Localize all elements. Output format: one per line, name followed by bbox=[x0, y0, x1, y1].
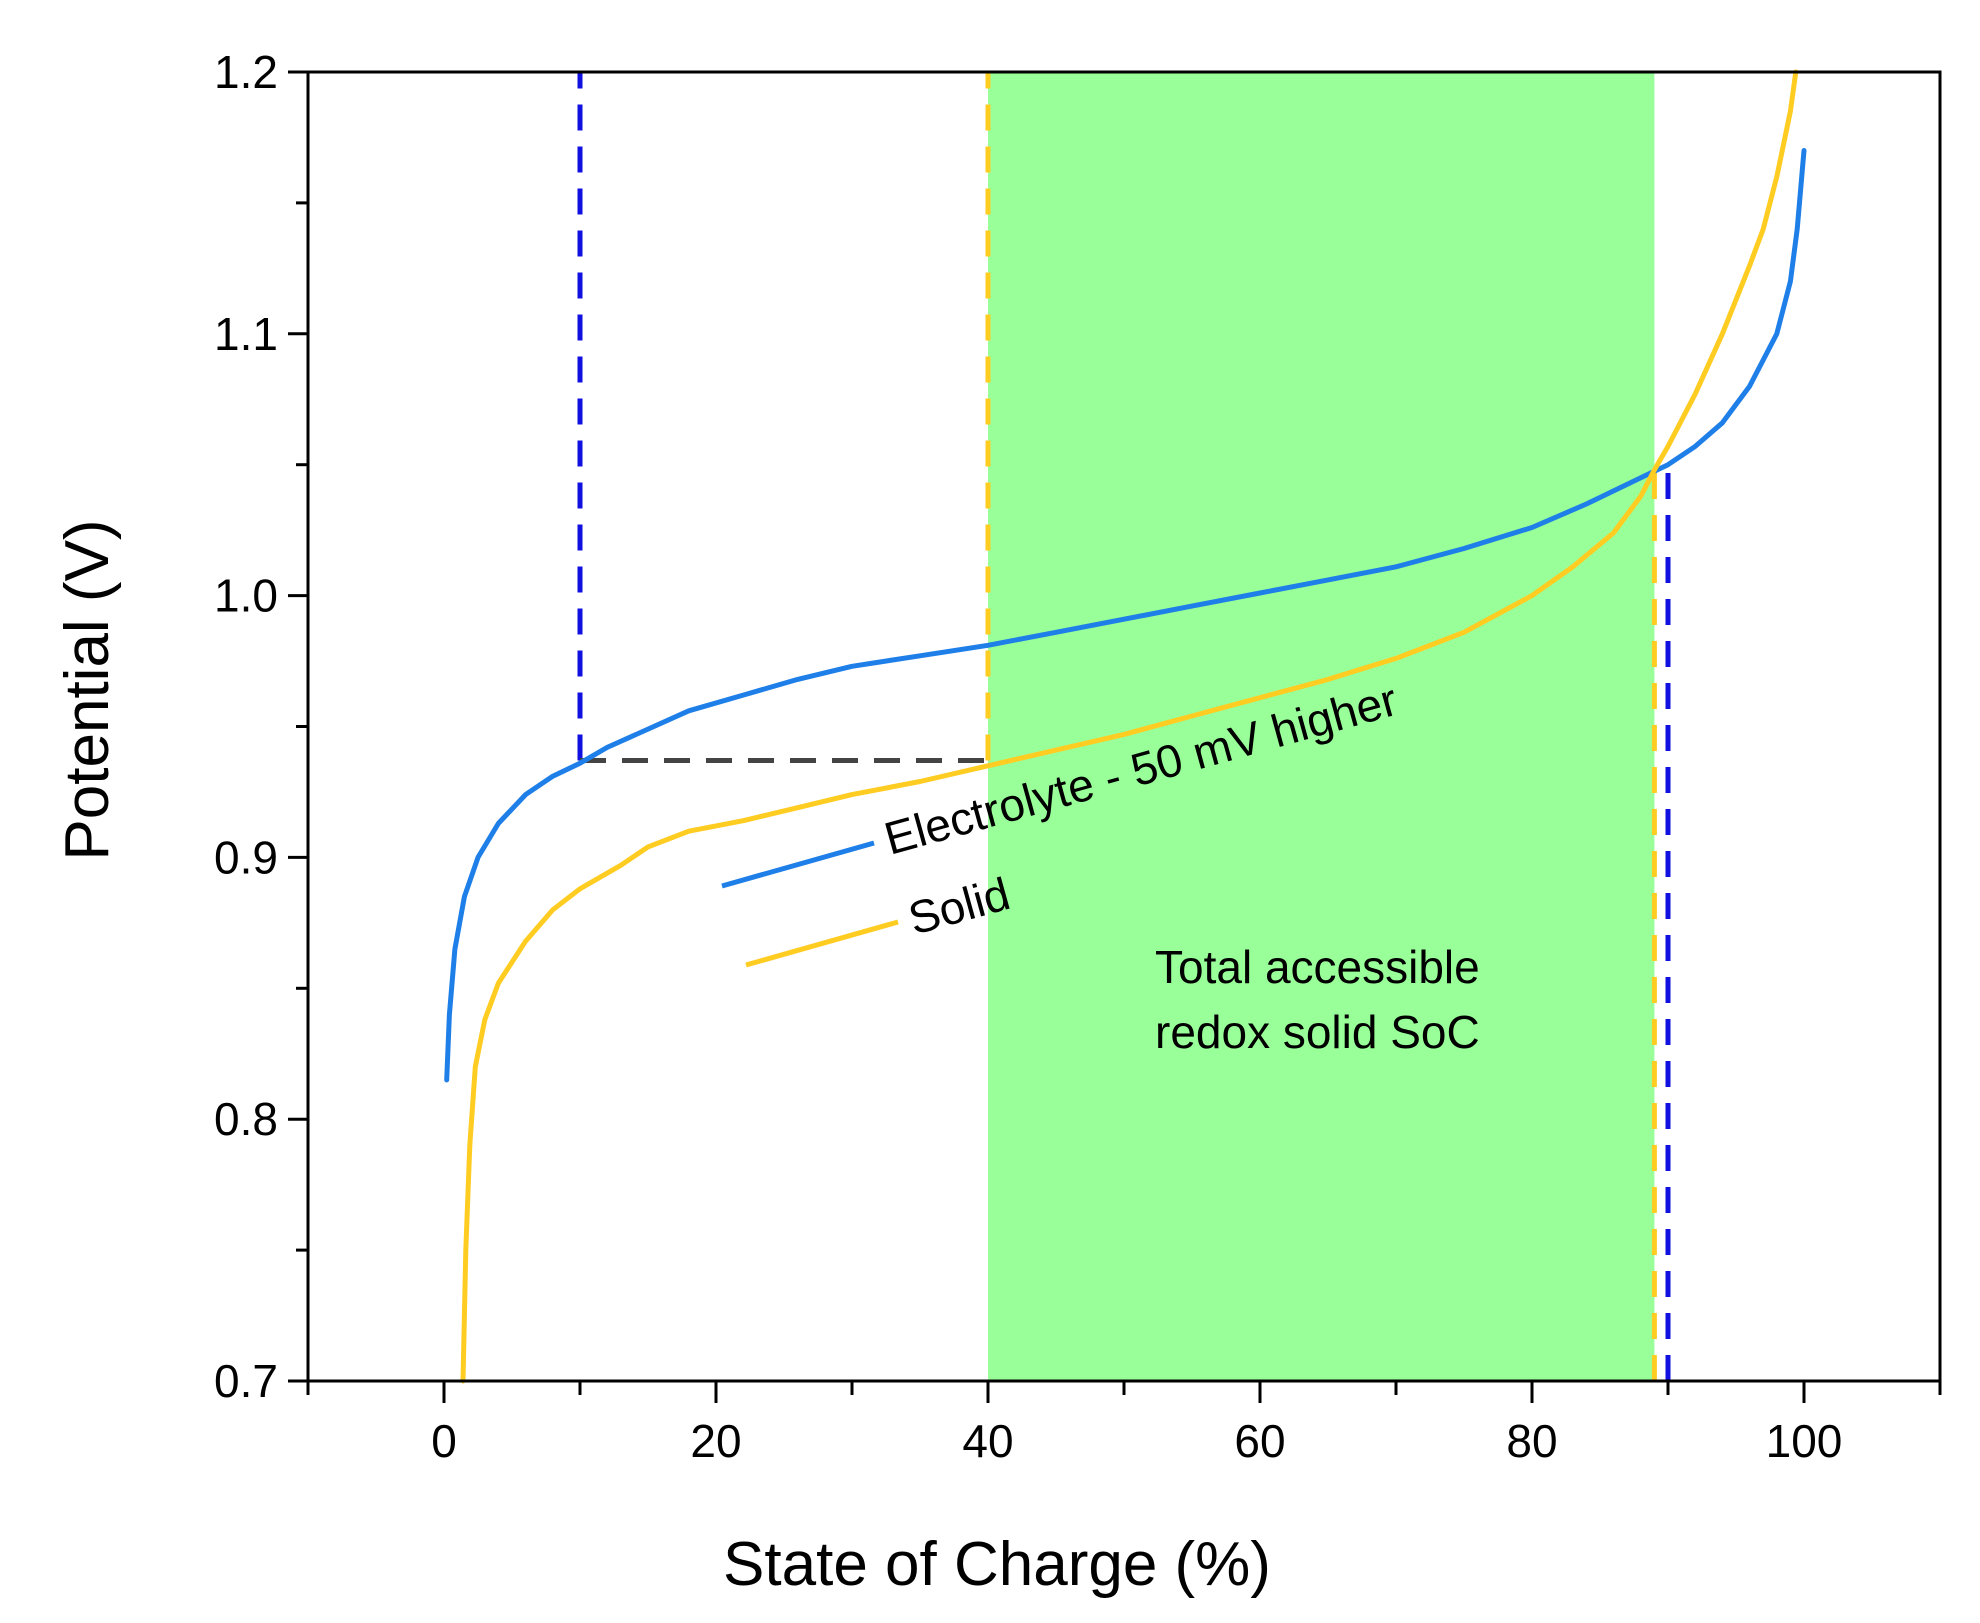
electrolyte-curve bbox=[444, 148, 1807, 1083]
reference-lines bbox=[577, 72, 1671, 1381]
y-tick-label: 0.8 bbox=[214, 1093, 278, 1145]
legend-electrolyte-swatch bbox=[721, 840, 875, 889]
x-axis-label: State of Charge (%) bbox=[723, 1530, 1271, 1599]
x-axis-ticks: 0 20 40 60 80 100 bbox=[306, 1381, 1942, 1467]
region-annotation-line1: Total accessible bbox=[1155, 941, 1480, 993]
y-tick-label: 1.0 bbox=[214, 570, 278, 622]
x-tick-label: 0 bbox=[431, 1415, 457, 1467]
y-tick-label: 1.1 bbox=[214, 308, 278, 360]
series-lines bbox=[444, 69, 1807, 1384]
x-tick-label: 40 bbox=[962, 1415, 1013, 1467]
x-tick-label: 80 bbox=[1506, 1415, 1557, 1467]
x-tick-label: 100 bbox=[1766, 1415, 1843, 1467]
shaded-accessible-region bbox=[988, 72, 1655, 1381]
y-tick-label: 0.7 bbox=[214, 1355, 278, 1407]
y-axis-label: Potential (V) bbox=[53, 519, 122, 860]
y-axis-ticks: 0.7 0.8 0.9 1.0 1.1 1.2 bbox=[214, 46, 308, 1407]
y-tick-label: 0.9 bbox=[214, 831, 278, 883]
legend-solid-swatch bbox=[745, 919, 899, 968]
region-annotation-line2: redox solid SoC bbox=[1155, 1006, 1480, 1058]
y-tick-label: 1.2 bbox=[214, 46, 278, 98]
solid-curve bbox=[460, 69, 1799, 1384]
x-tick-label: 60 bbox=[1234, 1415, 1285, 1467]
legend-solid: Solid bbox=[745, 867, 1015, 968]
x-tick-label: 20 bbox=[690, 1415, 741, 1467]
